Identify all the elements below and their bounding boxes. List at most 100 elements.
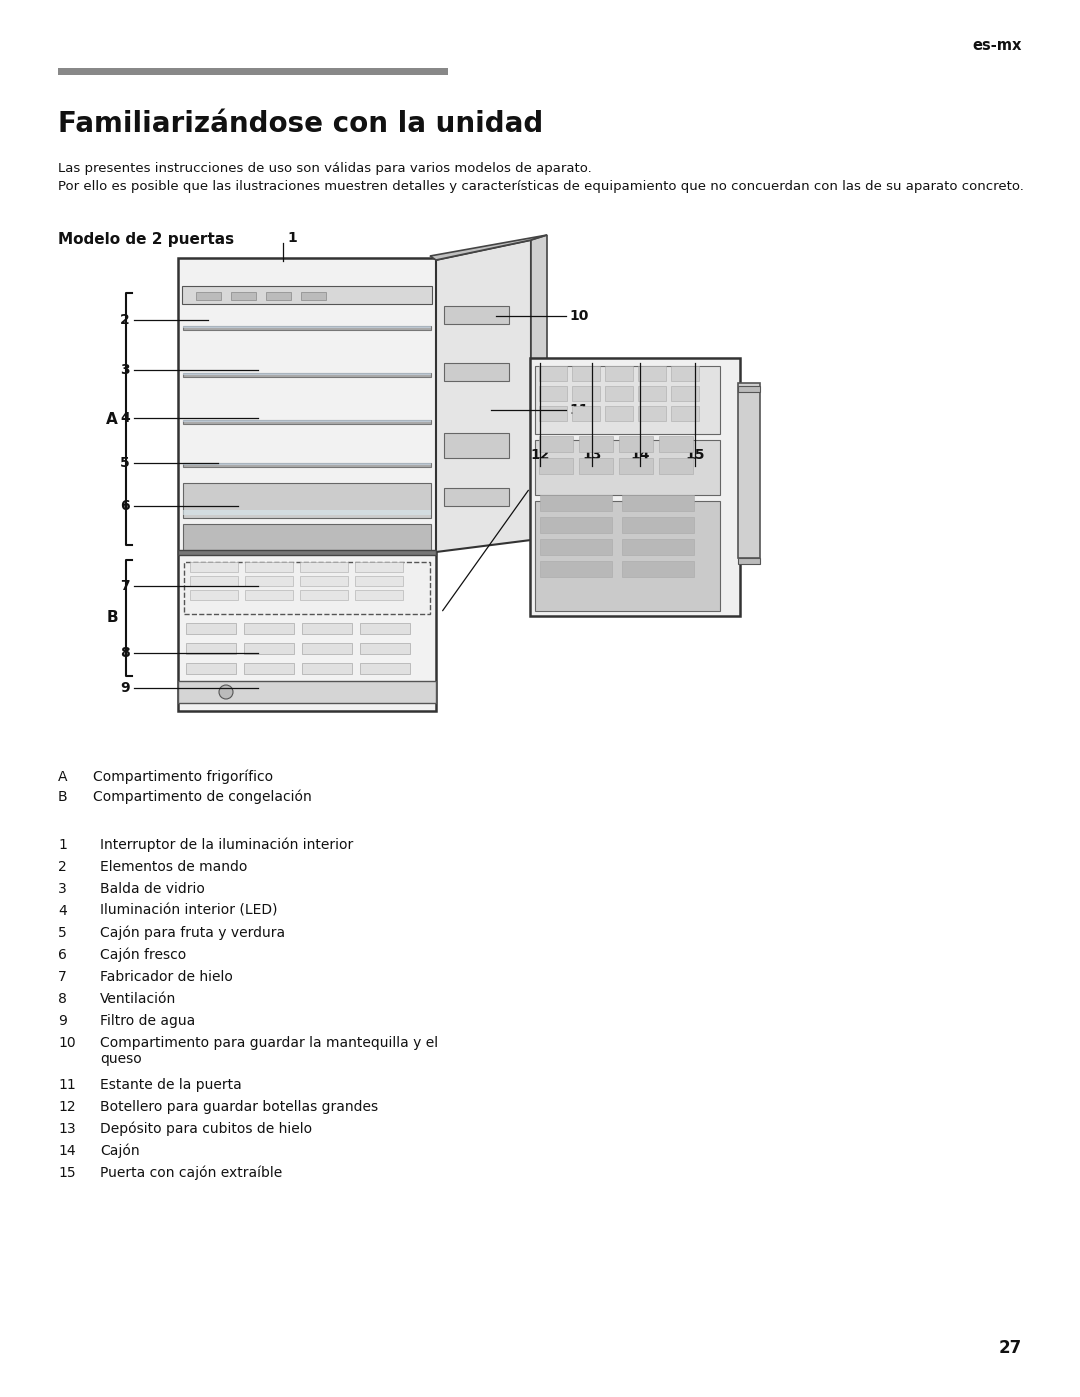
Bar: [539, 458, 573, 474]
Bar: [300, 562, 348, 571]
Bar: [186, 683, 237, 694]
Text: A: A: [58, 770, 67, 784]
Bar: [535, 502, 720, 610]
Text: Por ello es posible que las ilustraciones muestren detalles y características de: Por ello es posible que las ilustracione…: [58, 180, 1024, 193]
Bar: [539, 386, 567, 401]
Bar: [738, 383, 760, 557]
Bar: [302, 623, 352, 634]
Bar: [444, 433, 509, 458]
Bar: [178, 550, 436, 555]
Text: 2: 2: [58, 861, 67, 875]
Bar: [605, 407, 633, 420]
Bar: [183, 420, 431, 422]
Bar: [738, 386, 760, 393]
Bar: [605, 366, 633, 381]
Bar: [266, 292, 291, 300]
Text: 14: 14: [631, 448, 650, 462]
Bar: [572, 386, 600, 401]
Text: Elementos de mando: Elementos de mando: [100, 861, 247, 875]
Text: Compartimento frigorífico: Compartimento frigorífico: [93, 770, 273, 785]
Text: Modelo de 2 puertas: Modelo de 2 puertas: [58, 232, 234, 247]
Bar: [183, 373, 431, 377]
Bar: [190, 576, 238, 585]
Bar: [186, 664, 237, 673]
Bar: [539, 436, 573, 453]
Text: 13: 13: [582, 448, 602, 462]
Bar: [195, 292, 221, 300]
Bar: [540, 517, 612, 534]
Bar: [671, 407, 699, 420]
Bar: [605, 386, 633, 401]
Bar: [355, 576, 403, 585]
Bar: [302, 664, 352, 673]
Text: 5: 5: [58, 926, 67, 940]
Text: 15: 15: [685, 448, 705, 462]
Text: Compartimento de congelación: Compartimento de congelación: [93, 789, 312, 805]
Bar: [671, 366, 699, 381]
Bar: [245, 576, 293, 585]
Text: 1: 1: [58, 838, 67, 852]
Text: Balda de vidrio: Balda de vidrio: [100, 882, 205, 895]
Text: Cajón: Cajón: [100, 1144, 139, 1158]
Text: 5: 5: [120, 455, 130, 469]
Bar: [244, 664, 294, 673]
Bar: [244, 643, 294, 654]
Bar: [638, 407, 666, 420]
Polygon shape: [436, 240, 531, 552]
Bar: [540, 539, 612, 555]
Text: 8: 8: [120, 645, 130, 659]
Text: es-mx: es-mx: [973, 38, 1022, 53]
Bar: [183, 524, 431, 552]
Bar: [183, 326, 431, 330]
Bar: [183, 462, 431, 467]
Text: 6: 6: [120, 499, 130, 513]
Text: 11: 11: [58, 1078, 76, 1092]
Bar: [301, 292, 326, 300]
Bar: [622, 539, 694, 555]
Bar: [535, 366, 720, 434]
Bar: [540, 495, 612, 511]
Text: Ventilación: Ventilación: [100, 992, 176, 1006]
Text: 2: 2: [120, 313, 130, 327]
Text: 3: 3: [58, 882, 67, 895]
Bar: [190, 562, 238, 571]
Text: 1: 1: [287, 231, 297, 244]
Text: 10: 10: [58, 1037, 76, 1051]
Text: Estante de la puerta: Estante de la puerta: [100, 1078, 242, 1092]
Bar: [355, 562, 403, 571]
Bar: [539, 366, 567, 381]
Bar: [231, 292, 256, 300]
Text: 6: 6: [58, 949, 67, 963]
Bar: [619, 458, 653, 474]
Bar: [186, 623, 237, 634]
Bar: [244, 683, 294, 694]
Bar: [183, 510, 431, 515]
Bar: [183, 462, 431, 465]
Text: 27: 27: [999, 1338, 1022, 1356]
Text: Cajón fresco: Cajón fresco: [100, 949, 186, 963]
Circle shape: [219, 685, 233, 698]
Text: Compartimento para guardar la mantequilla y el
queso: Compartimento para guardar la mantequill…: [100, 1037, 438, 1066]
Text: 14: 14: [58, 1144, 76, 1158]
Text: 4: 4: [58, 904, 67, 918]
Bar: [183, 483, 431, 518]
Bar: [659, 436, 693, 453]
Bar: [638, 366, 666, 381]
Bar: [183, 286, 432, 305]
Text: Depósito para cubitos de hielo: Depósito para cubitos de hielo: [100, 1122, 312, 1137]
Bar: [579, 458, 613, 474]
Bar: [622, 517, 694, 534]
Bar: [178, 258, 436, 711]
Bar: [622, 495, 694, 511]
Bar: [535, 440, 720, 495]
Bar: [360, 643, 410, 654]
Bar: [579, 436, 613, 453]
Bar: [539, 407, 567, 420]
Text: 7: 7: [120, 578, 130, 592]
Text: Botellero para guardar botellas grandes: Botellero para guardar botellas grandes: [100, 1099, 378, 1113]
Text: 12: 12: [530, 448, 550, 462]
Text: 7: 7: [58, 970, 67, 983]
Bar: [190, 590, 238, 599]
Bar: [178, 680, 436, 703]
Text: Familiarizándose con la unidad: Familiarizándose con la unidad: [58, 110, 543, 138]
